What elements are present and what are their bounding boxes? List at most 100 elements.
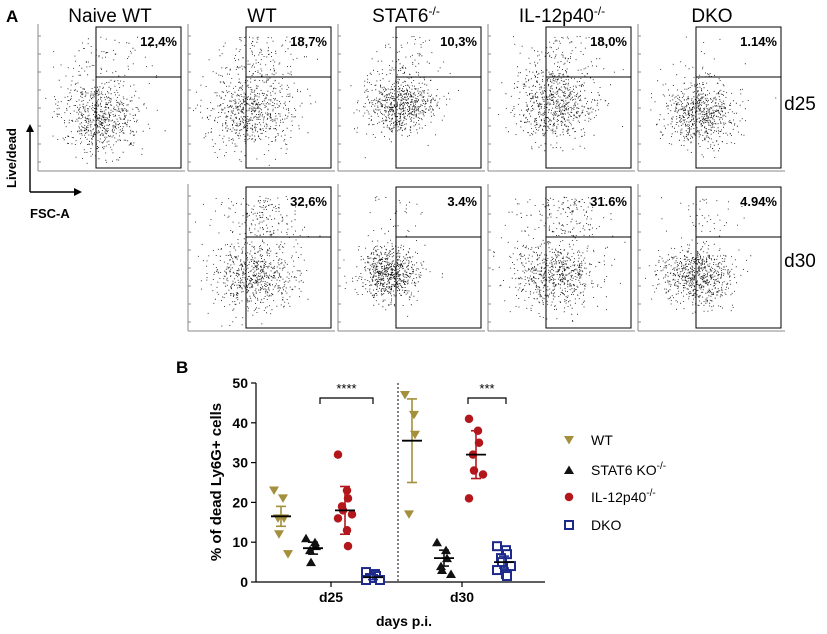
legend-item-0: WT — [564, 432, 613, 448]
series-il-12p40 — [333, 414, 488, 551]
column-header-4: DKO — [691, 6, 732, 27]
point — [432, 537, 442, 547]
facs-plot-d25-3: 18,0% — [487, 24, 635, 172]
facs-dots — [45, 36, 166, 164]
y-tick-label: 50 — [232, 375, 248, 391]
column-header-3: IL-12p40-/- — [519, 4, 605, 27]
point — [343, 494, 353, 503]
gate-percent: 12,4% — [140, 34, 177, 49]
column-header-1: WT — [247, 6, 277, 27]
legend-item-1: STAT6 KO-/- — [564, 461, 666, 478]
facs-dots — [350, 36, 459, 159]
point — [564, 492, 574, 502]
legend: WT STAT6 KO-/- IL-12p40-/- DKO — [564, 432, 666, 533]
row-labels: d25 d30 — [784, 94, 816, 272]
gate-percent: 18,0% — [590, 34, 627, 49]
gate-box — [95, 26, 182, 169]
point — [269, 486, 279, 495]
row-label-d25: d25 — [784, 94, 816, 115]
point — [283, 550, 293, 559]
facs-plot-d30-3: 31.6% — [487, 184, 635, 332]
row-label-d30: d30 — [784, 251, 816, 272]
column-header-0: Naive WT — [68, 6, 152, 27]
point — [437, 565, 447, 575]
point — [506, 561, 516, 572]
gate-box — [695, 186, 782, 329]
gate-box — [545, 26, 632, 169]
panel-b-label: B — [176, 358, 188, 377]
facs-dots — [343, 196, 443, 317]
gate-box — [245, 186, 332, 329]
point — [404, 510, 414, 519]
x-tick-label-d30: d30 — [450, 589, 474, 605]
point — [301, 533, 311, 543]
y-tick-label: 20 — [232, 494, 248, 510]
point — [492, 541, 502, 552]
panel-a-label: A — [6, 7, 18, 26]
point — [306, 557, 316, 567]
gate-percent: 1.14% — [740, 34, 777, 49]
gate-percent: 4.94% — [740, 194, 777, 209]
facs-plot-d25-4: 1.14% — [637, 24, 785, 172]
y-axis-label: % of dead Ly6G+ cells — [208, 403, 225, 561]
point — [278, 494, 288, 503]
series-stat6-ko — [301, 533, 456, 579]
series-dko — [361, 541, 516, 586]
point — [409, 410, 419, 420]
point — [474, 438, 484, 447]
facs-dots — [645, 197, 752, 314]
significance-bracket-0: **** — [319, 381, 374, 404]
legend-item-3: DKO — [564, 517, 621, 533]
facs-plot-d30-1: 32,6% — [187, 184, 335, 332]
column-header-2: STAT6-/- — [372, 4, 440, 27]
y-tick-label: 0 — [240, 574, 248, 590]
point — [502, 571, 512, 582]
point — [333, 514, 343, 523]
point — [564, 465, 574, 474]
facs-plot-d25-1: 18,7% — [187, 24, 335, 172]
point — [492, 565, 502, 576]
legend-label: STAT6 KO-/- — [591, 461, 666, 478]
gate-box — [545, 186, 632, 329]
point — [469, 466, 479, 475]
x-axis-label: days p.i. — [376, 613, 432, 629]
gate-box — [395, 26, 482, 169]
gate-percent: 18,7% — [290, 34, 327, 49]
gate-box — [395, 186, 482, 329]
point — [400, 390, 410, 400]
facs-dots — [195, 196, 321, 327]
legend-label: WT — [591, 432, 613, 448]
significance-label: *** — [479, 381, 494, 396]
facs-dots — [498, 36, 624, 152]
point — [347, 510, 357, 519]
y-tick-label: 40 — [232, 415, 248, 431]
point — [564, 436, 574, 445]
point — [343, 541, 353, 551]
gate-box — [695, 26, 782, 169]
point — [333, 450, 343, 459]
live-dead-axis-label: Live/dead — [4, 128, 19, 188]
fsc-a-axis-label: FSC-A — [30, 206, 70, 221]
significance-bracket-1: *** — [467, 381, 507, 404]
x-tick-label-d25: d25 — [319, 589, 343, 605]
facs-plots: 12,4% 18,7% 10,3% 18,0% 1.14% 32,6% 3.4% 31.6% 4… — [37, 24, 785, 332]
point — [464, 494, 474, 503]
point — [342, 526, 352, 535]
point — [564, 520, 574, 530]
gate-percent: 32,6% — [290, 194, 327, 209]
facs-plot-d25-2: 10,3% — [337, 24, 485, 172]
facs-plot-d30-2: 3.4% — [337, 184, 485, 332]
y-tick-label: 30 — [232, 455, 248, 471]
point — [446, 569, 456, 579]
gate-percent: 10,3% — [440, 34, 477, 49]
point — [342, 486, 352, 495]
point — [274, 530, 284, 539]
facs-dots — [193, 36, 320, 166]
significance-label: **** — [336, 381, 356, 396]
column-headers: Naive WT WT STAT6-/- IL-12p40-/- DKO — [68, 4, 732, 27]
gate-percent: 31.6% — [590, 194, 627, 209]
legend-label: IL-12p40-/- — [591, 488, 656, 505]
axis-arrows — [26, 124, 82, 196]
facs-dots — [492, 196, 626, 322]
